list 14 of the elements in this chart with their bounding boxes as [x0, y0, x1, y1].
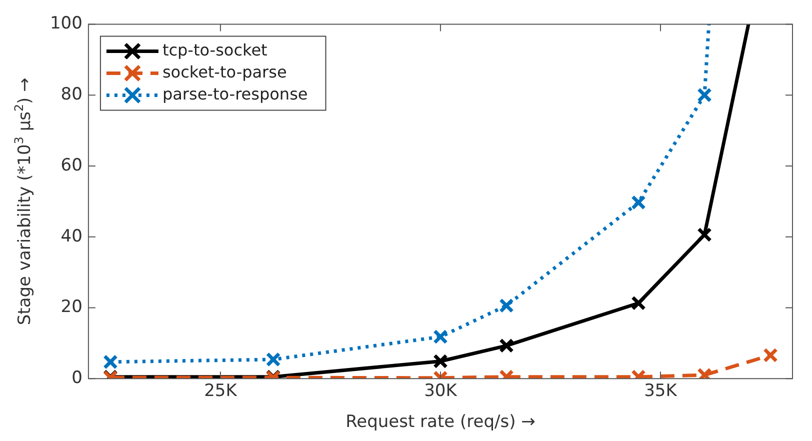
- legend-label: tcp-to-socket: [162, 40, 268, 60]
- y-tick-label: 100: [50, 14, 82, 34]
- x-tick-label: 30K: [424, 381, 458, 402]
- y-tick-label: 0: [72, 368, 82, 388]
- y-tick-label: 20: [60, 297, 82, 318]
- x-tick-label: 35K: [644, 381, 678, 402]
- y-axis-title: Stage variability (*103 μs2) →: [12, 78, 35, 326]
- legend-label: socket-to-parse: [162, 62, 287, 82]
- legend-label: parse-to-response: [162, 84, 308, 104]
- y-tick-label: 80: [60, 84, 82, 104]
- y-tick-label: 60: [60, 155, 82, 176]
- x-axis-title: Request rate (req/s) →: [346, 412, 536, 432]
- y-tick-label: 40: [60, 226, 82, 246]
- x-tick-label: 25K: [204, 381, 238, 402]
